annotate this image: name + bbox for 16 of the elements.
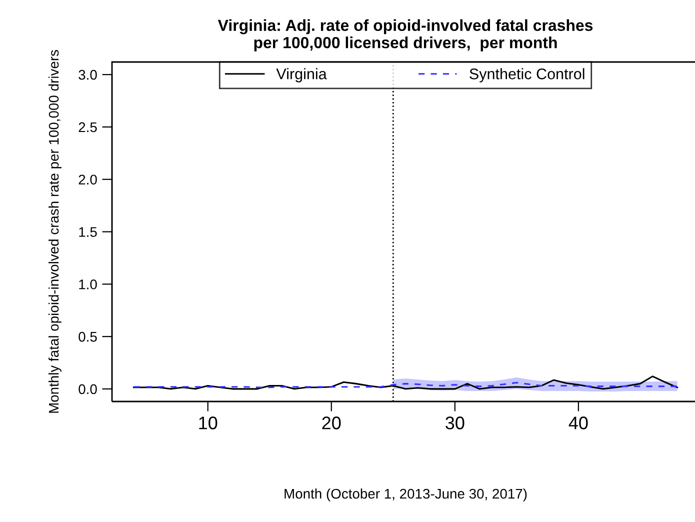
y-axis-title: Monthly fatal opioid-involved crash rate per 100,000 drivers <box>48 50 62 413</box>
x-tick-label: 10 <box>199 416 218 430</box>
y-tick-label: 1.5 <box>79 227 97 237</box>
legend-label: Virginia <box>276 68 327 82</box>
y-tick-label: 2.5 <box>78 122 97 132</box>
x-tick-label: 20 <box>322 416 341 430</box>
y-tick-label: 1.0 <box>79 279 97 290</box>
x-tick-label: 30 <box>446 416 464 430</box>
x-axis-title: Month (October 1, 2013-June 30, 2017) <box>284 488 527 502</box>
y-tick-label: 3.0 <box>78 70 97 80</box>
y-tick-label: 2.0 <box>78 174 97 185</box>
y-tick-label: 0.0 <box>78 384 97 394</box>
legend-label: Synthetic Control <box>470 68 584 82</box>
chart-title: Virginia: Adj. rate of opioid-involved fatal crashes per 100,000 licensed drivers, per month <box>218 19 593 52</box>
x-tick-label: 40 <box>568 416 588 430</box>
y-tick-label: 0.5 <box>78 332 97 342</box>
